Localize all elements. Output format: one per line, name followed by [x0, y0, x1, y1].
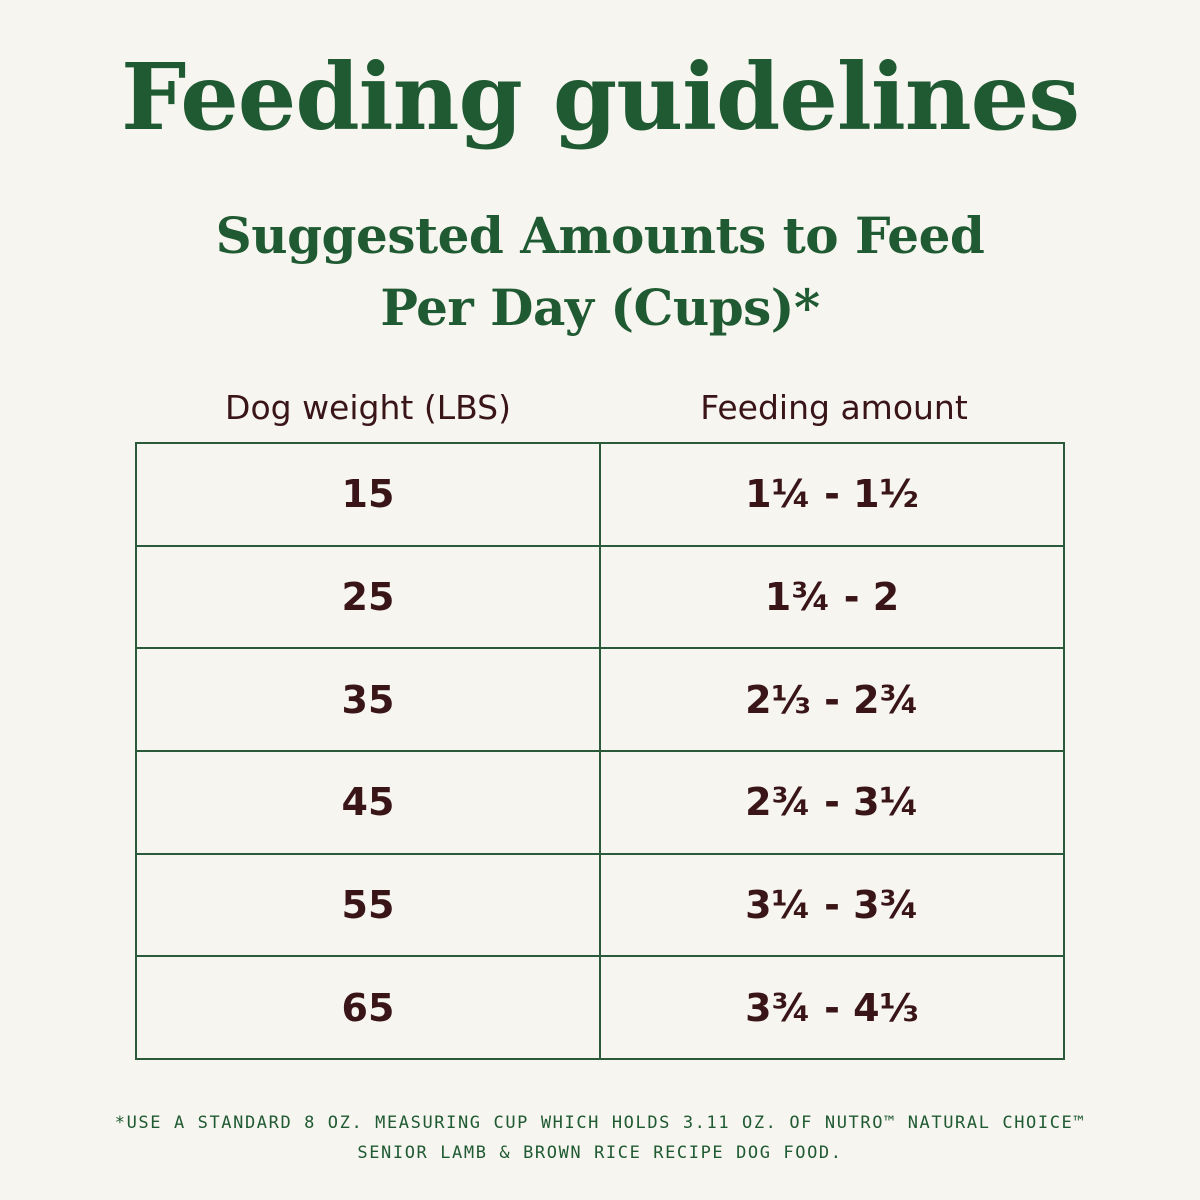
amount-cell: 3¾ - 4⅓ — [745, 985, 919, 1030]
subtitle-line-2: Per Day (Cups)* — [380, 278, 820, 337]
table-row: 35 2⅓ - 2¾ — [137, 649, 1063, 753]
amount-cell: 1¼ - 1½ — [745, 472, 919, 517]
page-subtitle: Suggested Amounts to Feed Per Day (Cups)… — [0, 200, 1200, 344]
table-row: 55 3¼ - 3¾ — [137, 854, 1063, 958]
footnote-line-2: SENIOR LAMB & BROWN RICE RECIPE DOG FOOD… — [357, 1143, 843, 1163]
subtitle-line-1: Suggested Amounts to Feed — [215, 206, 985, 265]
amount-cell: 3¼ - 3¾ — [745, 883, 919, 928]
table-row: 65 3¾ - 4⅓ — [137, 957, 1063, 1059]
weight-cell: 65 — [137, 957, 601, 1059]
weight-cell: 25 — [137, 546, 601, 648]
table-row: 15 1¼ - 1½ — [137, 444, 1063, 547]
header-dog-weight: Dog weight (LBS) — [225, 388, 511, 427]
weight-cell: 35 — [137, 649, 601, 751]
footnote-line-1: *USE A STANDARD 8 OZ. MEASURING CUP WHIC… — [114, 1113, 1086, 1133]
header-feeding-amount: Feeding amount — [700, 388, 968, 427]
table-row: 25 1¾ - 2 — [137, 546, 1063, 650]
weight-cell: 45 — [137, 752, 601, 853]
amount-cell: 1¾ - 2 — [764, 575, 900, 619]
amount-cell: 2⅓ - 2¾ — [745, 677, 919, 722]
amount-cell: 2¾ - 3¼ — [745, 780, 919, 825]
table-row: 45 2¾ - 3¼ — [137, 752, 1063, 855]
footnote: *USE A STANDARD 8 OZ. MEASURING CUP WHIC… — [0, 1108, 1200, 1168]
page-title: Feeding guidelines — [120, 43, 1080, 151]
weight-cell: 55 — [137, 854, 601, 956]
feeding-table: 15 1¼ - 1½ 25 1¾ - 2 35 2⅓ - 2¾ 45 2¾ - … — [135, 442, 1065, 1060]
weight-cell: 15 — [137, 444, 601, 545]
